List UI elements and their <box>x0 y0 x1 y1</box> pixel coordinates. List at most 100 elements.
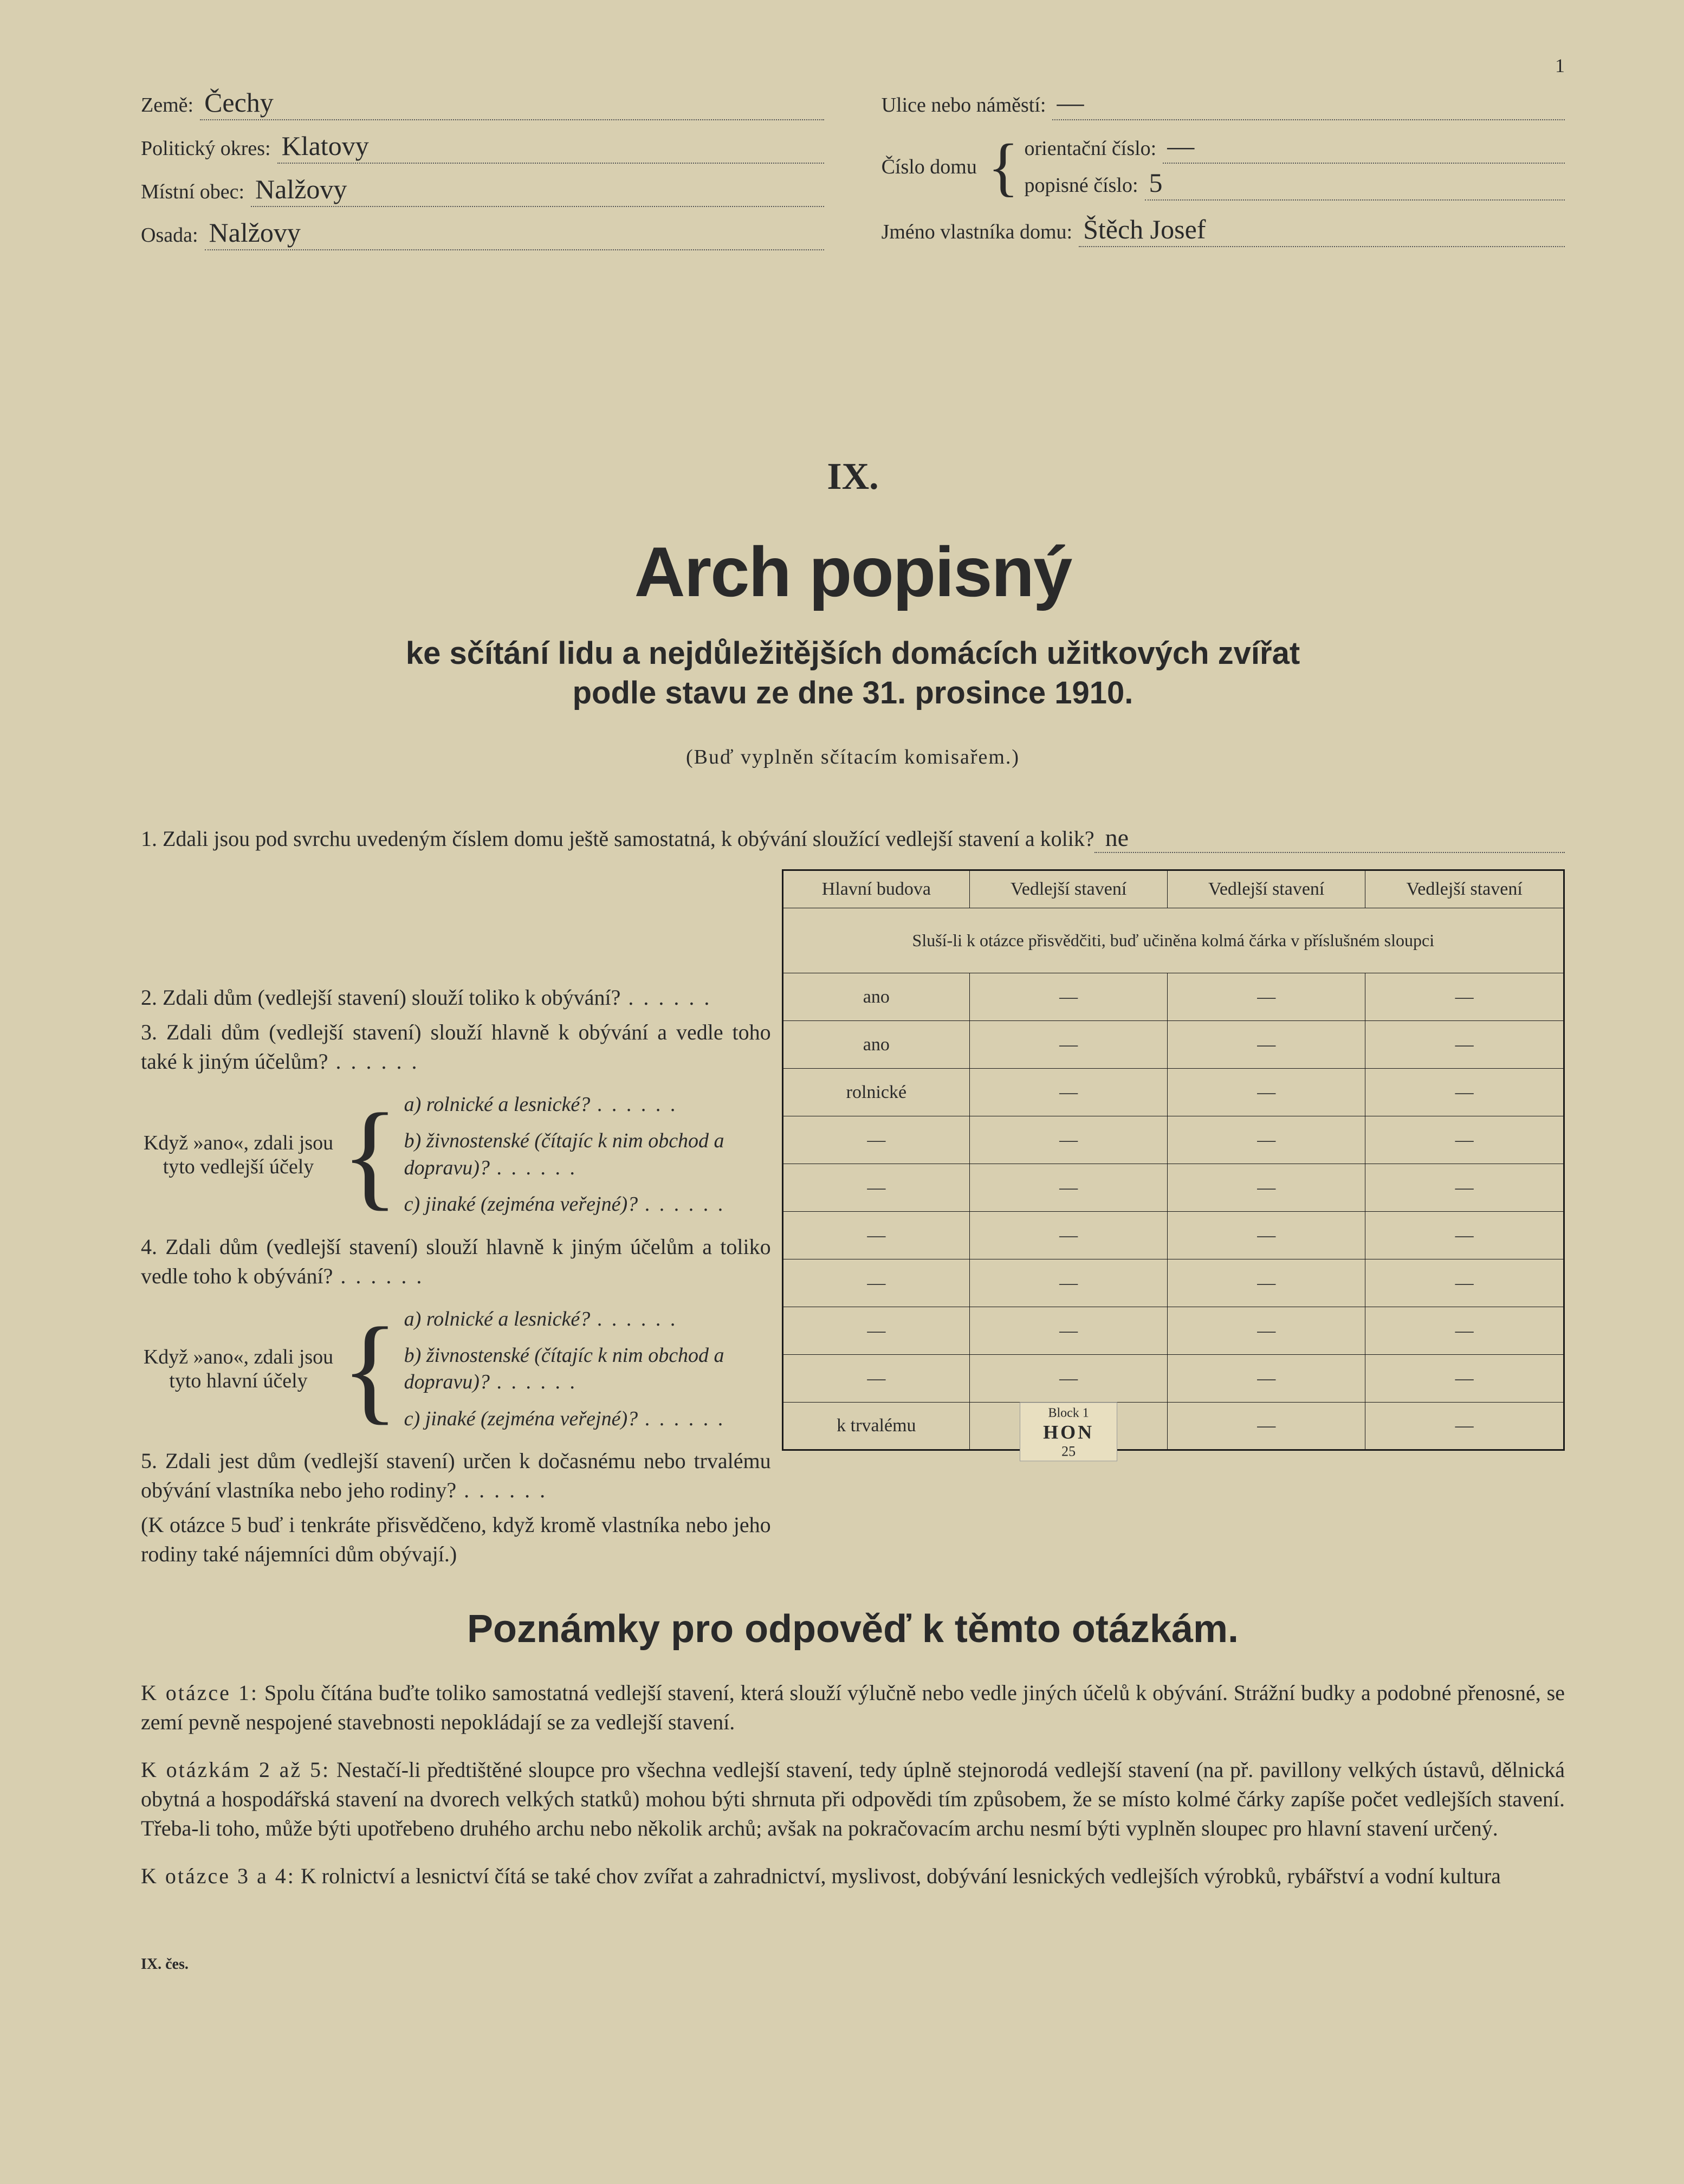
cell: — <box>1365 973 1564 1021</box>
question-4: 4. Zdali dům (vedlejší stavení) slouží h… <box>141 1232 771 1291</box>
table-row: k trvalému — Block 1 HON 25 — — <box>782 1403 1564 1450</box>
table-row: — — — — <box>782 1116 1564 1164</box>
sub-3a: a) rolnické a lesnické? <box>404 1091 771 1118</box>
th-annex-1: Vedlejší stavení <box>970 870 1168 908</box>
header-block: Země: Čechy Politický okres: Klatovy Mís… <box>141 87 1565 260</box>
cell: — <box>970 1307 1168 1355</box>
cell: — <box>1168 1116 1365 1164</box>
question-5: 5. Zdali jest dům (vedlejší stavení) urč… <box>141 1446 771 1505</box>
brace-icon: { <box>341 1320 399 1418</box>
sub-label-3: Když »ano«, zdali jsou tyto vedlejší úče… <box>141 1131 336 1179</box>
zeme-label: Země: <box>141 93 193 117</box>
zeme-value: Čechy <box>200 87 824 120</box>
note-2: K otázkám 2 až 5: Nestačí-li předtištěné… <box>141 1755 1565 1843</box>
footer-code: IX. čes. <box>141 1956 1565 1973</box>
orient-label: orientační číslo: <box>1024 137 1156 160</box>
vlastnik-value: Štěch Josef <box>1079 214 1565 247</box>
cell: — <box>1365 1069 1564 1116</box>
stamp-line3: 25 <box>1031 1443 1106 1459</box>
note-3: K otázce 3 a 4: K rolnictví a lesnictví … <box>141 1862 1565 1891</box>
cell: — <box>970 1116 1168 1164</box>
stamp-line1: Block 1 <box>1031 1406 1106 1420</box>
cell: — <box>1365 1355 1564 1403</box>
table-row: — — — — <box>782 1259 1564 1307</box>
cell: — <box>782 1164 969 1212</box>
th-main-building: Hlavní budova <box>782 870 969 908</box>
cell: rolnické <box>782 1069 969 1116</box>
sub-3c: c) jinaké (zejména veřejné)? <box>404 1191 771 1218</box>
cell: — <box>782 1355 969 1403</box>
cell: — <box>970 1355 1168 1403</box>
cell: — <box>1168 1164 1365 1212</box>
table-row: — — — — <box>782 1212 1564 1259</box>
cell: — <box>1168 973 1365 1021</box>
question-2: 2. Zdali dům (vedlejší stavení) slouží t… <box>141 983 771 1012</box>
note-2-label: K otázkám 2 až 5: <box>141 1757 330 1782</box>
main-title: Arch popisný <box>141 531 1565 612</box>
cell: — <box>1365 1021 1564 1069</box>
popis-label: popisné číslo: <box>1024 173 1138 197</box>
cell: — <box>1168 1355 1365 1403</box>
table-row: ano — — — <box>782 973 1564 1021</box>
obec-label: Místní obec: <box>141 180 244 204</box>
cell: — <box>1168 1212 1365 1259</box>
instruction: (Buď vyplněn sčítacím komisařem.) <box>141 745 1565 769</box>
th-subhead: Sluší-li k otázce přisvědčiti, buď učině… <box>782 908 1564 973</box>
cell: ano <box>782 973 969 1021</box>
cell: — <box>970 1212 1168 1259</box>
question-1-answer: ne <box>1094 823 1565 853</box>
note-3-label: K otázce 3 a 4: <box>141 1864 295 1888</box>
cell: k trvalému <box>782 1403 969 1450</box>
cell: — <box>970 1069 1168 1116</box>
page-number: 1 <box>1555 54 1565 77</box>
ulice-label: Ulice nebo náměstí: <box>882 93 1046 117</box>
sub-label-4: Když »ano«, zdali jsou tyto hlavní účely <box>141 1345 336 1393</box>
popis-value: 5 <box>1145 167 1565 201</box>
questions-column: 2. Zdali dům (vedlejší stavení) slouží t… <box>141 869 782 1574</box>
subtitle-line1: ke sčítání lidu a nejdůležitějších domác… <box>406 636 1300 671</box>
brace-icon: { <box>341 1106 399 1204</box>
cell: — <box>970 1164 1168 1212</box>
cell: — <box>1168 1403 1365 1450</box>
sub-4a: a) rolnické a lesnické? <box>404 1306 771 1333</box>
note-1-label: K otázce 1: <box>141 1681 258 1705</box>
cell: — <box>782 1259 969 1307</box>
cell: — <box>1168 1259 1365 1307</box>
cell: — <box>1365 1307 1564 1355</box>
header-right-col: Ulice nebo náměstí: — Číslo domu { orien… <box>882 87 1565 260</box>
cell: — <box>970 1021 1168 1069</box>
th-annex-3: Vedlejší stavení <box>1365 870 1564 908</box>
cell: — <box>970 973 1168 1021</box>
cell: — <box>1365 1403 1564 1450</box>
cislo-domu-label: Číslo domu <box>882 155 977 179</box>
question-1-line: 1. Zdali jsou pod svrchu uvedeným číslem… <box>141 823 1565 853</box>
cell: — <box>1168 1069 1365 1116</box>
notes-title: Poznámky pro odpověď k těmto otázkám. <box>141 1607 1565 1651</box>
cell: — <box>970 1259 1168 1307</box>
cell-value: k trvalému <box>837 1416 916 1436</box>
ulice-value: — <box>1052 87 1565 120</box>
orient-value: — <box>1163 130 1565 164</box>
question-5-note: (K otázce 5 buď i tenkráte přisvědčeno, … <box>141 1510 771 1569</box>
table-row: — — — — <box>782 1307 1564 1355</box>
cell: ano <box>782 1021 969 1069</box>
vlastnik-label: Jméno vlastníka domu: <box>882 220 1073 244</box>
cell: — <box>782 1212 969 1259</box>
cell: — <box>782 1116 969 1164</box>
roman-numeral: IX. <box>141 455 1565 499</box>
sub-4b: b) živnostenské (čítajíc k nim obchod a … <box>404 1342 771 1396</box>
cell: — <box>1365 1259 1564 1307</box>
answer-table: Hlavní budova Vedlejší stavení Vedlejší … <box>782 869 1565 1451</box>
note-1-text: Spolu čítána buďte toliko samostatná ved… <box>141 1681 1565 1734</box>
osada-label: Osada: <box>141 223 198 247</box>
cell: — Block 1 HON 25 <box>970 1403 1168 1450</box>
table-row: ano — — — <box>782 1021 1564 1069</box>
sub-3b: b) živnostenské (čítajíc k nim obchod a … <box>404 1128 771 1181</box>
subtitle-line2: podle stavu ze dne 31. prosince 1910. <box>573 675 1134 710</box>
note-2-text: Nestačí-li předtištěné sloupce pro všech… <box>141 1757 1565 1840</box>
stamp-label: Block 1 HON 25 <box>1020 1402 1117 1461</box>
note-3-text: K rolnictví a lesnictví čítá se také cho… <box>301 1864 1501 1888</box>
cell: — <box>1168 1021 1365 1069</box>
cell: — <box>1365 1164 1564 1212</box>
cell: — <box>1168 1307 1365 1355</box>
